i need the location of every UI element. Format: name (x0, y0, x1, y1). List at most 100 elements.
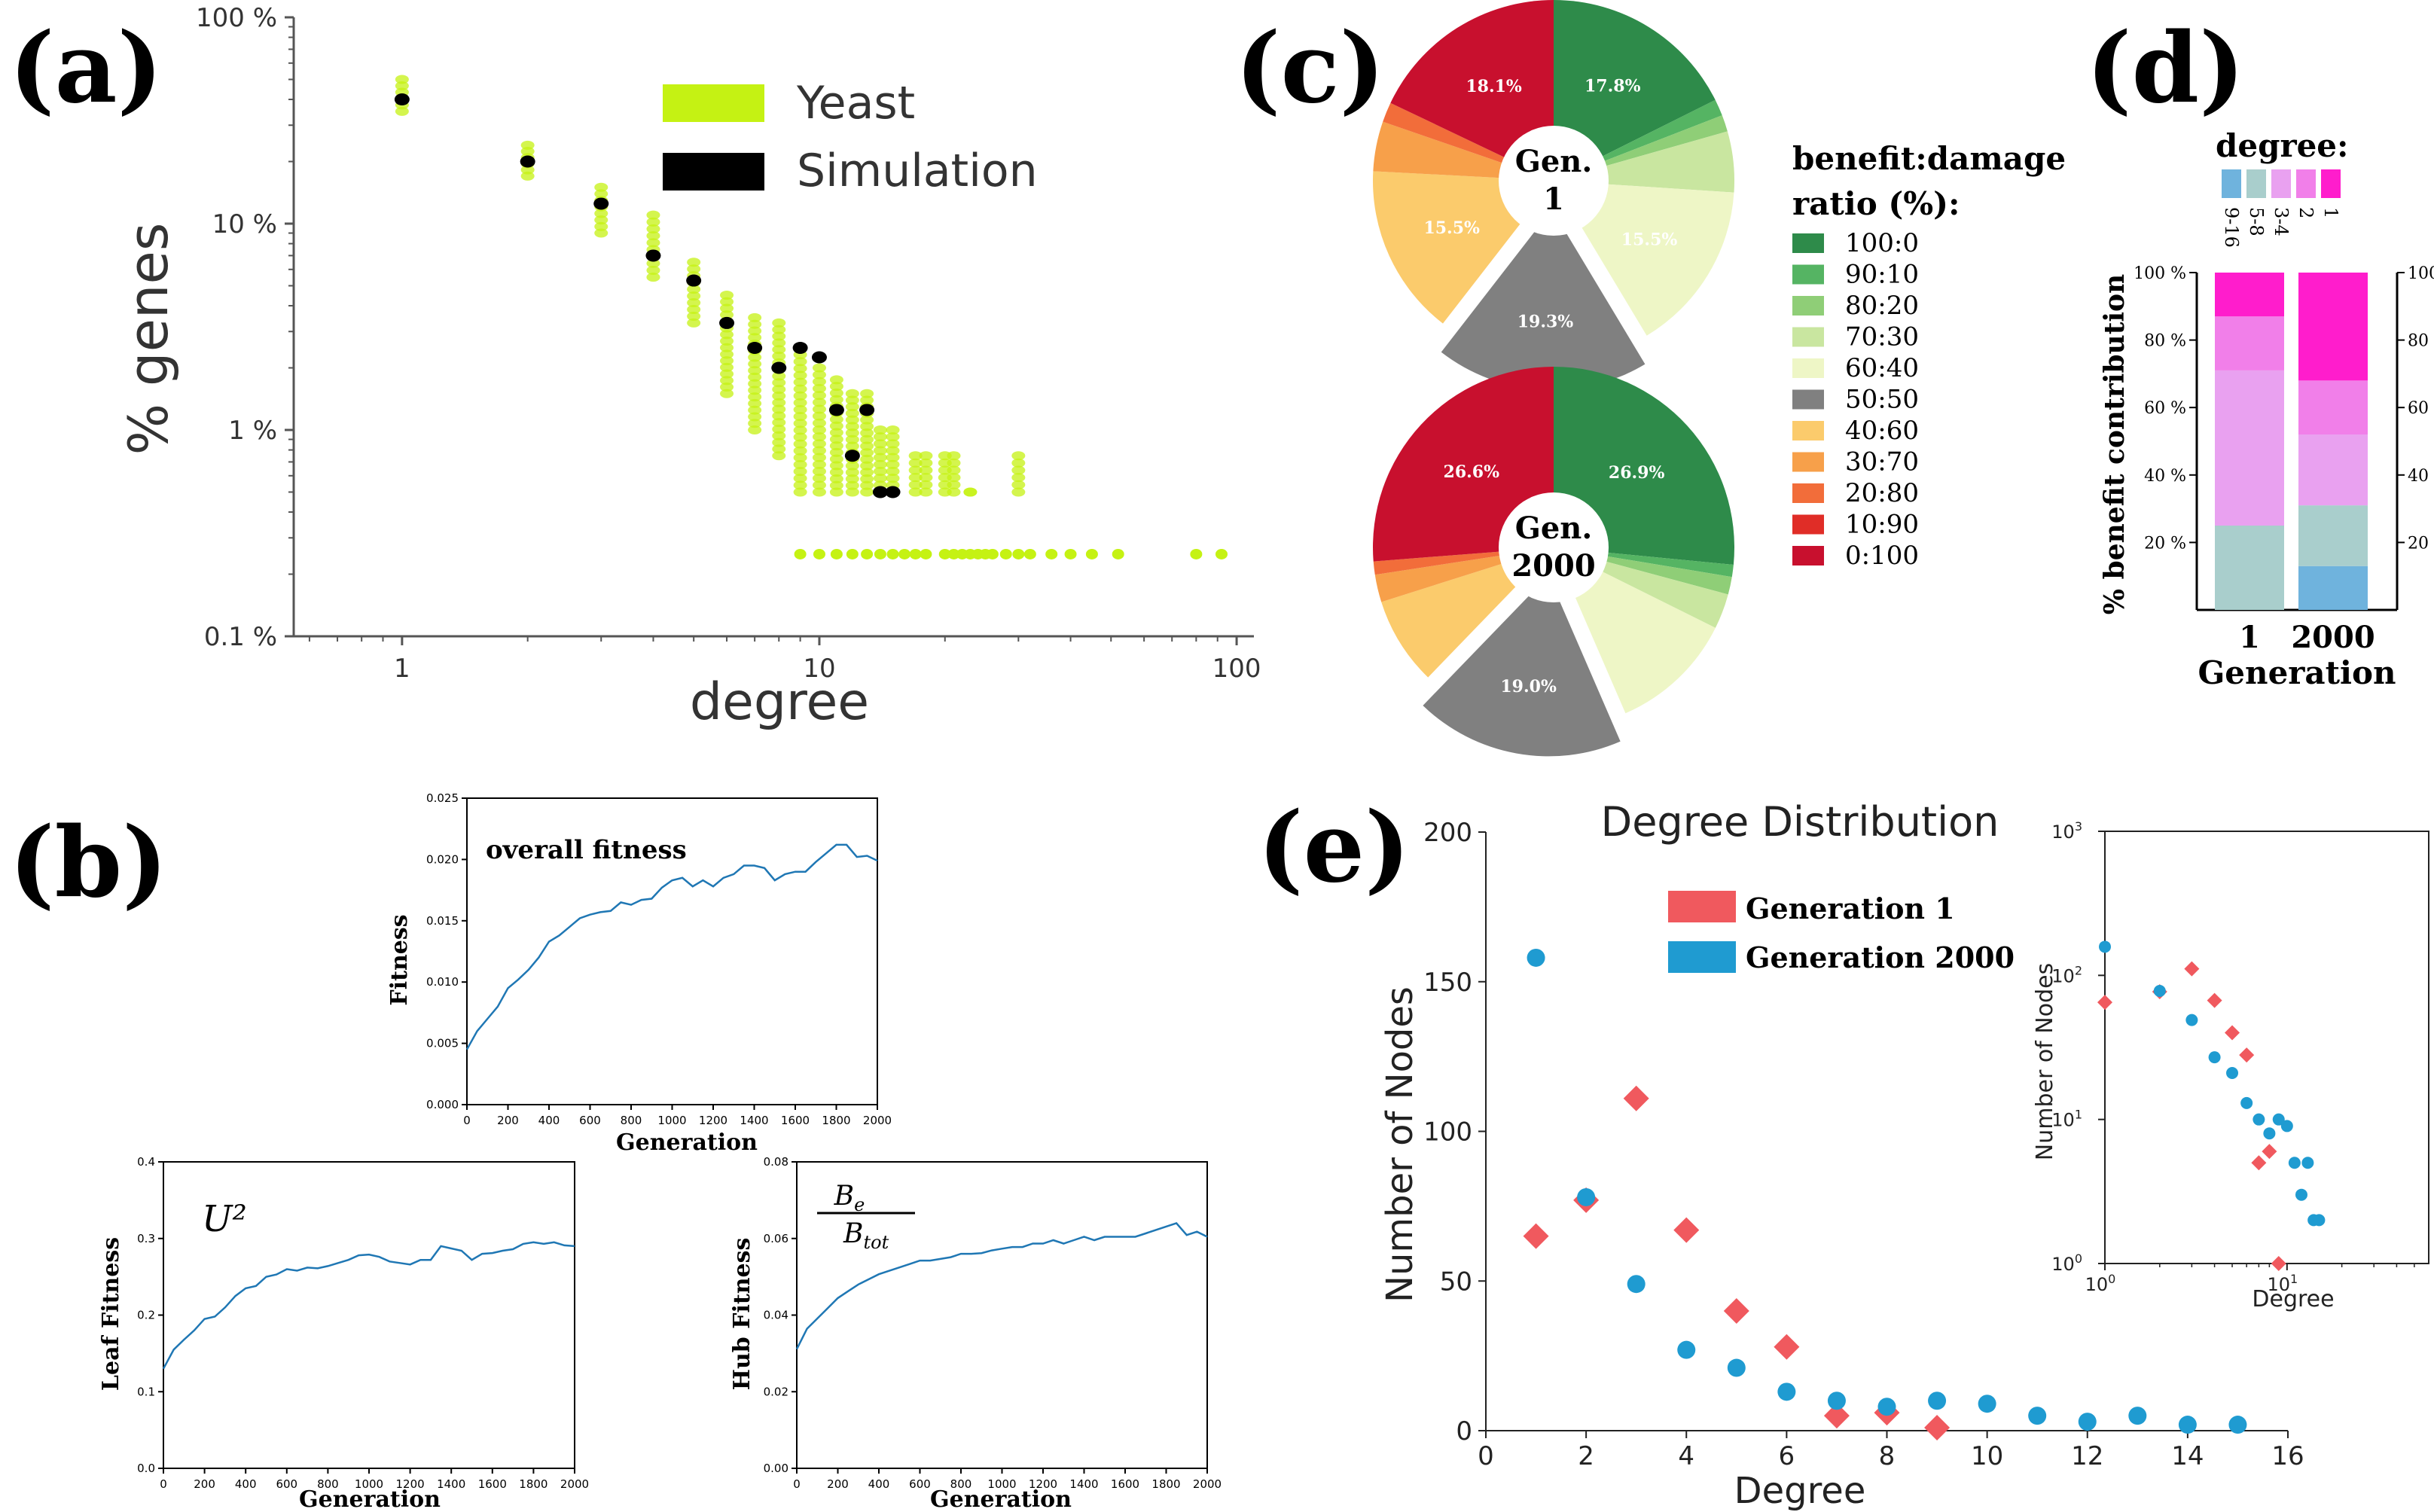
chart-a-yeast-point (748, 319, 762, 329)
chart-e-gen2000-point (2228, 1416, 2247, 1434)
chart-a-yeast-point (845, 468, 859, 477)
chart-e-legend-swatch-gen1 (1668, 891, 1736, 922)
chart-b2-title: U² (202, 1198, 247, 1240)
chart-a-yeast-point (646, 210, 660, 220)
chart-b2-xtick-label: 1800 (519, 1477, 547, 1491)
chart-e-gen2000-point (1527, 948, 1545, 967)
chart-a-yeast-point (687, 298, 701, 308)
chart-a-yeast-point (812, 446, 826, 456)
chart-a-ytick-label: 0.1 % (204, 622, 277, 652)
chart-c-legend-swatch (1792, 389, 1824, 410)
chart-a-yeast-point (829, 388, 843, 398)
chart-c-pies: benefit:damage ratio (%): 17.8% 15.5% 19.3… (1373, 0, 2066, 757)
chart-a-yeast-point (772, 431, 786, 440)
chart-a-yeast-point (594, 182, 608, 192)
chart-d-legend-label: 5-8 (2246, 207, 2267, 236)
chart-a-yeast-point (920, 548, 932, 559)
chart-a-yeast-point (908, 465, 923, 475)
chart-a-yeast-point (748, 412, 762, 422)
chart-a-yeast-point (794, 548, 807, 559)
chart-d-legend-label: 2 (2295, 207, 2317, 218)
chart-b2-ytick-label: 0.1 (137, 1385, 155, 1398)
chart-a-ytick-label: 100 % (196, 3, 277, 33)
chart-a-yeast-point (873, 439, 887, 449)
chart-a-yeast-point (919, 451, 933, 461)
chart-a-yeast-point (772, 451, 786, 461)
chart-a-yeast-point (860, 448, 874, 458)
chart-b2-xlabel: Generation (299, 1486, 441, 1512)
chart-b3-ytick-label: 0.06 (764, 1232, 788, 1245)
chart-b2-xtick-label: 200 (194, 1477, 215, 1491)
chart-a-yeast-point (829, 474, 843, 483)
chart-a-yeast-point (919, 465, 933, 475)
chart-c-pie-slice (1373, 367, 1554, 562)
chart-a-yeast-point (829, 454, 843, 464)
chart-e-inset-frame (2104, 831, 2429, 1264)
chart-e-gen2000-point (1677, 1340, 1696, 1359)
chart-e-inset-gen2000-point (2272, 1113, 2285, 1126)
chart-b1-xtick-label: 800 (621, 1114, 642, 1127)
chart-a-simulation-point (872, 486, 888, 498)
chart-a-yeast-point (687, 291, 701, 301)
chart-e-gen1-point (1774, 1334, 1800, 1360)
chart-a-yeast-point (845, 441, 859, 451)
chart-a-yeast-point (793, 460, 807, 470)
chart-a-yeast-point (812, 474, 826, 483)
chart-a-yeast-point (947, 465, 961, 475)
chart-a-ylabel: % genes (117, 223, 180, 456)
chart-a-yeast-point (829, 375, 843, 385)
chart-e-gen1-point (1723, 1298, 1749, 1324)
chart-d-legend-swatch (2271, 169, 2291, 198)
chart-e-gen2000-point (1827, 1392, 1846, 1410)
chart-a-yeast-point (772, 345, 786, 355)
chart-a-yeast-point (845, 395, 859, 405)
chart-e-gen2000-point (1727, 1358, 1746, 1377)
chart-e-xtick-label: 8 (1879, 1441, 1896, 1471)
chart-e-inset-gen2000-point (2253, 1113, 2265, 1126)
chart-a-yeast-point (812, 453, 826, 462)
chart-a-yeast-point (594, 221, 608, 231)
chart-a-yeast-point (908, 480, 923, 489)
chart-d-ytick-label-right: 20 % (2408, 534, 2434, 553)
chart-e-inset-gen2000-point (2185, 1014, 2198, 1026)
chart-e-gen2000-point (2028, 1407, 2047, 1425)
chart-e-inset-gen2000-point (2226, 1067, 2239, 1080)
chart-a-yeast-point (845, 422, 859, 431)
chart-e-ytick-label: 200 (1423, 818, 1472, 848)
chart-a-yeast-point (520, 171, 535, 181)
chart-a-yeast-point (646, 258, 660, 268)
chart-d-bar-segment (2298, 505, 2368, 566)
chart-d-ytick-label-left: 40 % (2144, 467, 2186, 486)
chart-a-yeast-point (861, 548, 874, 559)
chart-a-simulation-point (520, 155, 535, 168)
chart-a-yeast-point (1011, 473, 1026, 483)
chart-b2-ytick-label: 0.3 (137, 1232, 155, 1245)
chart-b3-xtick-label: 600 (909, 1477, 931, 1491)
chart-b3-xtick-label: 800 (950, 1477, 972, 1491)
chart-b1-ytick-label: 0.005 (426, 1037, 459, 1050)
chart-a-yeast-point (812, 376, 826, 386)
chart-a-yeast-point (772, 371, 786, 381)
chart-b2-ytick-label: 0.2 (137, 1309, 155, 1322)
chart-a-yeast-point (395, 106, 409, 116)
chart-c-legend-swatch (1792, 514, 1824, 535)
chart-e-inset-gen2000-point (2301, 1157, 2314, 1169)
chart-a-yeast-point (812, 398, 826, 407)
chart-a-yeast-point (793, 384, 807, 394)
chart-a-yeast-point (772, 404, 786, 414)
chart-a-yeast-point (845, 428, 859, 438)
chart-c-legend-label: 50:50 (1845, 385, 1919, 415)
chart-e-inset-gen2000-point (2153, 984, 2166, 997)
chart-a-yeast-point (938, 548, 951, 559)
chart-e-inset-ylabel: Number of Nodes (2032, 963, 2058, 1160)
chart-b3-ytick-label: 0.04 (764, 1309, 788, 1322)
panel-label-b: (b) (9, 806, 168, 919)
chart-a-yeast-point (772, 318, 786, 328)
chart-a-yeast-point (1023, 548, 1036, 559)
chart-a-yeast-point (873, 432, 887, 442)
chart-a-legend-swatch-yeast (663, 84, 764, 122)
chart-a-yeast-point (793, 474, 807, 483)
chart-e-inset-gen2000-point (2263, 1127, 2276, 1140)
chart-c-pie-slice (1390, 0, 1554, 181)
chart-e-xtick-label: 10 (1971, 1441, 2003, 1471)
